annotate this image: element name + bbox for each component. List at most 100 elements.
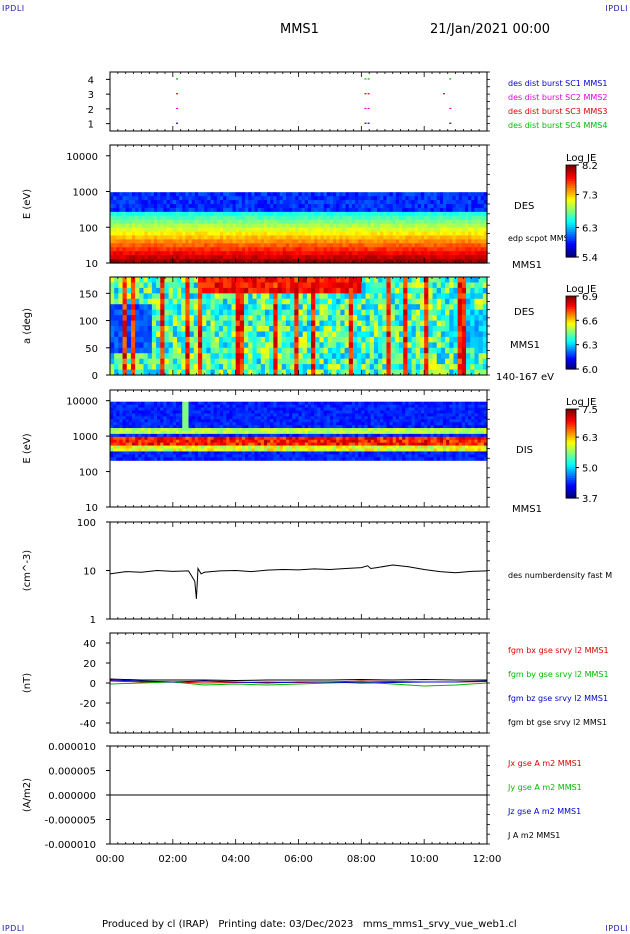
heatmap-cell — [380, 192, 384, 197]
heatmap-cell — [279, 196, 284, 201]
heatmap-cell — [169, 445, 174, 450]
heatmap-cell — [223, 358, 228, 365]
heatmap-cell — [157, 255, 161, 260]
heatmap-cell — [382, 353, 388, 360]
heatmap-cell — [407, 364, 413, 371]
heatmap-cell — [169, 416, 174, 420]
heatmap-cell — [317, 235, 322, 240]
heatmap-cell — [160, 369, 166, 376]
heatmap-cell — [306, 364, 312, 371]
heatmap-cell — [194, 235, 199, 240]
heatmap-cell — [358, 215, 362, 221]
heatmap-cell — [135, 457, 139, 461]
heatmap-cell — [468, 247, 472, 252]
heatmap-cell — [382, 298, 388, 305]
heatmap-cell — [150, 204, 155, 209]
heatmap-cell — [138, 404, 143, 409]
heatmap-cell — [207, 442, 212, 447]
heatmap-cell — [191, 219, 196, 225]
heatmap-cell — [150, 436, 155, 441]
heatmap-cell — [168, 293, 174, 300]
colorbar-1-cell — [566, 178, 576, 182]
heatmap-cell — [185, 287, 191, 294]
heatmap-cell — [306, 293, 312, 300]
heatmap-cell — [172, 207, 177, 213]
heatmap-cell — [166, 215, 171, 221]
heatmap-cell — [210, 457, 215, 461]
heatmap-cell — [319, 347, 325, 354]
heatmap-cell — [239, 293, 245, 300]
heatmap-cell — [244, 326, 249, 333]
heatmap-cell — [449, 207, 454, 213]
heatmap-cell — [279, 215, 284, 221]
heatmap-cell — [263, 192, 268, 197]
heatmap-cell — [382, 326, 388, 333]
heatmap-cell — [415, 282, 421, 289]
heatmap-cell — [457, 331, 463, 338]
colorbar-1-tick-label: 5.4 — [582, 253, 598, 264]
heatmap-cell — [151, 342, 157, 349]
heatmap-cell — [289, 235, 293, 240]
heatmap-cell — [302, 353, 308, 360]
heatmap-cell — [150, 259, 155, 264]
heatmap-cell — [135, 369, 140, 376]
heatmap-cell — [377, 200, 381, 205]
heatmap-cell — [157, 215, 161, 221]
heatmap-cell — [474, 211, 479, 217]
heatmap-cell — [135, 315, 140, 322]
heatmap-cell — [172, 422, 177, 426]
heatmap-cell — [273, 320, 279, 327]
heatmap-cell — [172, 342, 178, 349]
heatmap-cell — [432, 309, 438, 316]
heatmap-cell — [352, 320, 358, 327]
heatmap-cell — [373, 196, 378, 201]
heatmap-cell — [285, 369, 291, 376]
heatmap-cell — [160, 251, 165, 256]
heatmap-cell — [345, 255, 350, 260]
heatmap-cell — [449, 364, 455, 371]
heatmap-cell — [128, 247, 133, 252]
heatmap-cell — [150, 243, 155, 248]
heatmap-cell — [315, 358, 321, 365]
heatmap-cell — [147, 239, 152, 244]
heatmap-cell — [357, 353, 362, 360]
heatmap-cell — [156, 326, 161, 333]
heatmap-cell — [311, 358, 316, 365]
heatmap-cell — [213, 247, 218, 252]
heatmap-cell — [257, 207, 262, 213]
heatmap-cell — [428, 320, 434, 327]
heatmap-cell — [378, 347, 383, 354]
heatmap-cell — [323, 364, 329, 371]
heatmap-cell — [153, 235, 158, 240]
heatmap-cell — [197, 422, 202, 426]
heatmap-cell — [311, 331, 316, 338]
heatmap-cell — [131, 436, 136, 441]
heatmap-cell — [135, 422, 139, 426]
heatmap-cell — [436, 243, 441, 248]
heatmap-cell — [269, 358, 274, 365]
heatmap-cell — [110, 425, 114, 429]
heatmap-cell — [153, 407, 158, 412]
heatmap-cell — [446, 239, 450, 244]
heatmap-cell — [345, 219, 350, 225]
heatmap-cell — [226, 207, 230, 213]
heatmap-cell — [144, 407, 149, 412]
heatmap-cell — [465, 235, 469, 240]
heatmap-cell — [128, 231, 133, 237]
heatmap-cell — [361, 336, 367, 343]
heatmap-cell — [446, 204, 450, 209]
heatmap-cell — [119, 251, 124, 256]
heatmap-cell — [279, 219, 284, 225]
heatmap-cell — [449, 304, 455, 311]
heatmap-cell — [461, 353, 467, 360]
heatmap-cell — [333, 259, 337, 264]
heatmap-cell — [175, 219, 180, 225]
heatmap-cell — [378, 358, 383, 365]
heatmap-cell — [377, 239, 381, 244]
heatmap-cell — [415, 331, 421, 338]
heatmap-cell — [197, 442, 202, 447]
heatmap-cell — [344, 309, 350, 316]
heatmap-cell — [408, 243, 413, 248]
heatmap-cell — [210, 304, 216, 311]
heatmap-cell — [125, 231, 130, 237]
